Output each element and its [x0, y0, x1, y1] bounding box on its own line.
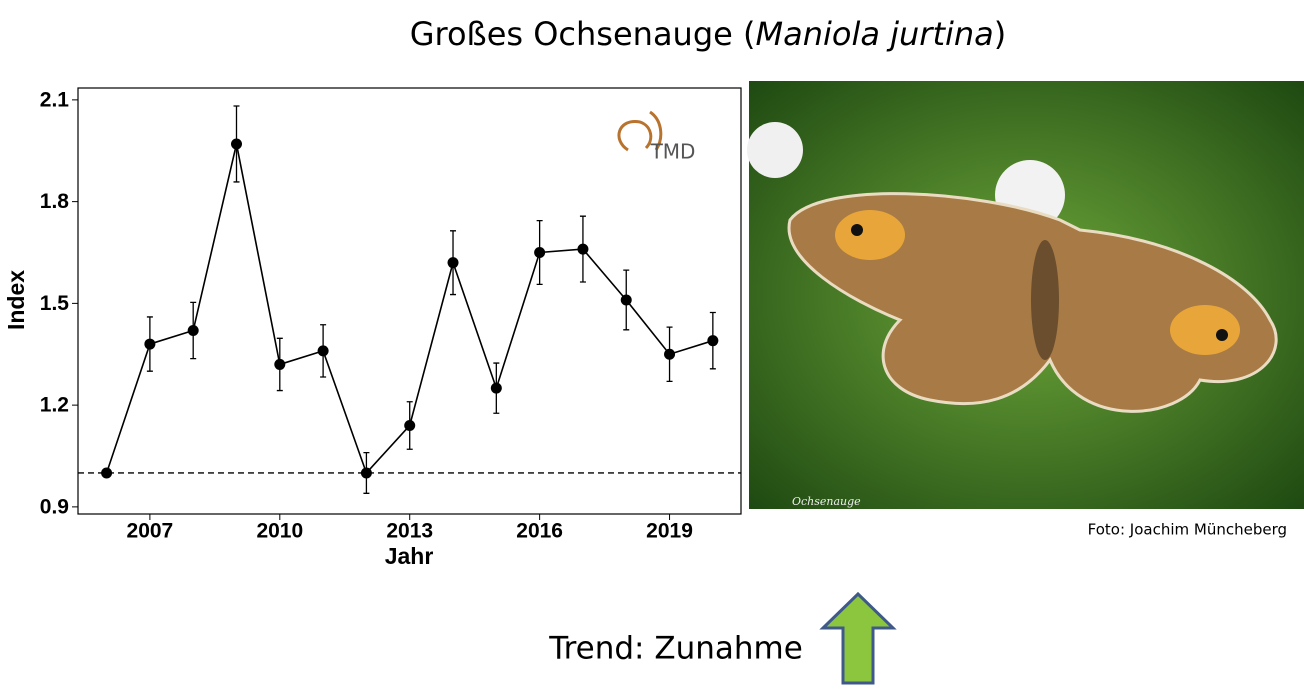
data-point [490, 382, 502, 394]
x-tick-label: 2016 [516, 520, 563, 543]
y-tick-label: 2.1 [40, 88, 70, 111]
data-point [317, 345, 329, 357]
y-tick-label: 1.2 [40, 394, 69, 417]
data-point [404, 419, 416, 431]
plot-frame [77, 87, 742, 515]
photo-caption: Ochsenauge [792, 495, 861, 508]
trend-arrow [819, 591, 897, 685]
x-tick-label: 2010 [256, 520, 303, 543]
photo-credit: Foto: Joachim Müncheberg [1088, 521, 1287, 539]
trend-label: Trend: Zunahme [548, 631, 803, 667]
title: Großes Ochsenauge (Maniola jurtina) [410, 15, 1007, 53]
data-point [230, 138, 242, 150]
data-point [707, 335, 719, 347]
logo: TMD [617, 110, 696, 164]
data-point [144, 338, 156, 350]
data-point [101, 467, 113, 479]
title-part: Großes Ochsenauge ( [410, 15, 756, 53]
y-axis-label: Index [3, 270, 29, 330]
title-part: ) [994, 15, 1006, 53]
x-tick-label: 2013 [386, 520, 433, 543]
data-point [187, 325, 199, 337]
photo: Ochsenauge [747, 81, 1304, 509]
data-point [534, 246, 546, 258]
logo-text: TMD [650, 140, 696, 164]
x-tick-label: 2019 [646, 520, 693, 543]
data-point [664, 348, 676, 360]
y-tick-label: 0.9 [40, 495, 69, 518]
data-point [447, 257, 459, 269]
y-tick-label: 1.8 [40, 190, 70, 213]
data-point [274, 358, 286, 370]
x-tick-label: 2007 [127, 520, 174, 543]
data-point [360, 467, 372, 479]
data-point [620, 294, 632, 306]
y-tick-label: 1.5 [40, 292, 70, 315]
data-point [577, 243, 589, 255]
species-name: Maniola jurtina [755, 15, 993, 53]
x-axis-label: Jahr [385, 543, 434, 569]
